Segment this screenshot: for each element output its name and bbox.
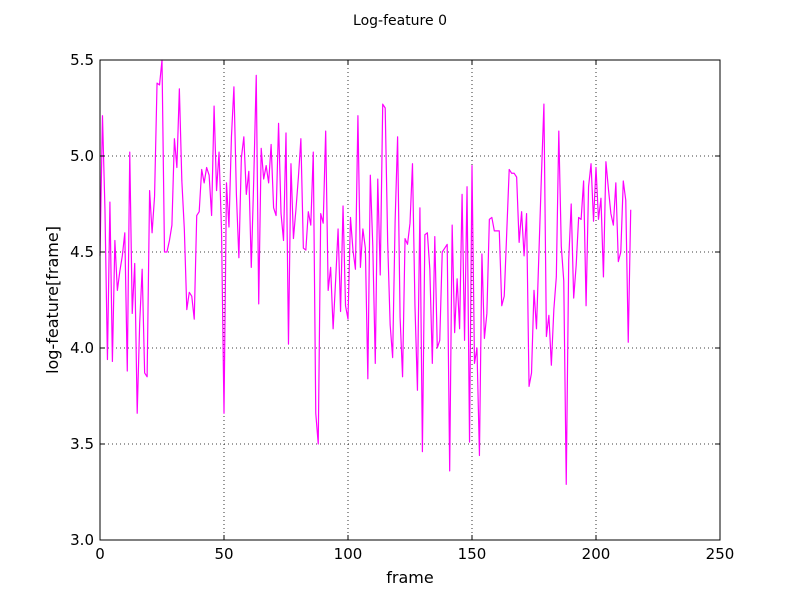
x-tick-label: 150: [458, 545, 487, 563]
plot-frame: [99, 59, 721, 541]
y-tick-label: 3.5: [70, 435, 94, 453]
x-tick-label: 50: [214, 545, 233, 563]
x-tick-label: 250: [706, 545, 735, 563]
y-tick-label: 5.0: [70, 147, 94, 165]
y-tick-label: 4.0: [70, 339, 94, 357]
x-tick-label: 200: [582, 545, 611, 563]
chart-title: Log-feature 0: [353, 13, 447, 29]
y-tick-label: 5.5: [70, 51, 94, 69]
x-axis-label: frame: [386, 568, 433, 587]
tick-marks: [99, 59, 721, 541]
y-tick-label: 4.5: [70, 243, 94, 261]
x-tick-label: 0: [95, 545, 105, 563]
y-tick-label: 3.0: [70, 531, 94, 549]
series-line-0: [99, 59, 632, 485]
tick-labels: 0 50 100 150 200 250 3.0 3.5 4.0 4.5 5.0 5.5: [70, 51, 734, 563]
series-layer: [99, 59, 632, 485]
y-axis-label: log-feature[frame]: [43, 226, 62, 374]
grid-lines: [100, 60, 720, 540]
x-tick-label: 100: [334, 545, 363, 563]
